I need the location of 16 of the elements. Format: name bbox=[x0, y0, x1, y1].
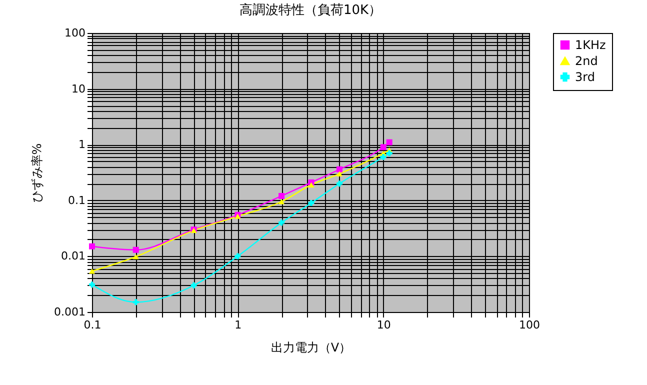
x-axis-title: 出力電力（V） bbox=[270, 340, 352, 354]
y-tick-label: 0.01 bbox=[61, 250, 86, 263]
x-tick-label: 100 bbox=[519, 318, 540, 332]
y-tick-label: 1 bbox=[78, 138, 86, 152]
legend-label: 3rd bbox=[575, 70, 595, 84]
y-tick-label: 10 bbox=[72, 82, 86, 96]
y-tick-label: 100 bbox=[64, 26, 86, 40]
chart-title: 高調波特性（負荷10K） bbox=[239, 2, 382, 18]
x-tick-label: 10 bbox=[376, 318, 391, 332]
y-tick-label: 0.001 bbox=[54, 306, 86, 318]
legend-label: 2nd bbox=[575, 54, 598, 68]
legend-label: 1KHz bbox=[575, 38, 606, 52]
y-axis-title: ひずみ率% bbox=[30, 143, 44, 203]
x-tick-label: 1 bbox=[234, 318, 242, 332]
x-tick-label: 0.1 bbox=[84, 318, 102, 332]
y-tick-label: 0.1 bbox=[68, 194, 86, 207]
